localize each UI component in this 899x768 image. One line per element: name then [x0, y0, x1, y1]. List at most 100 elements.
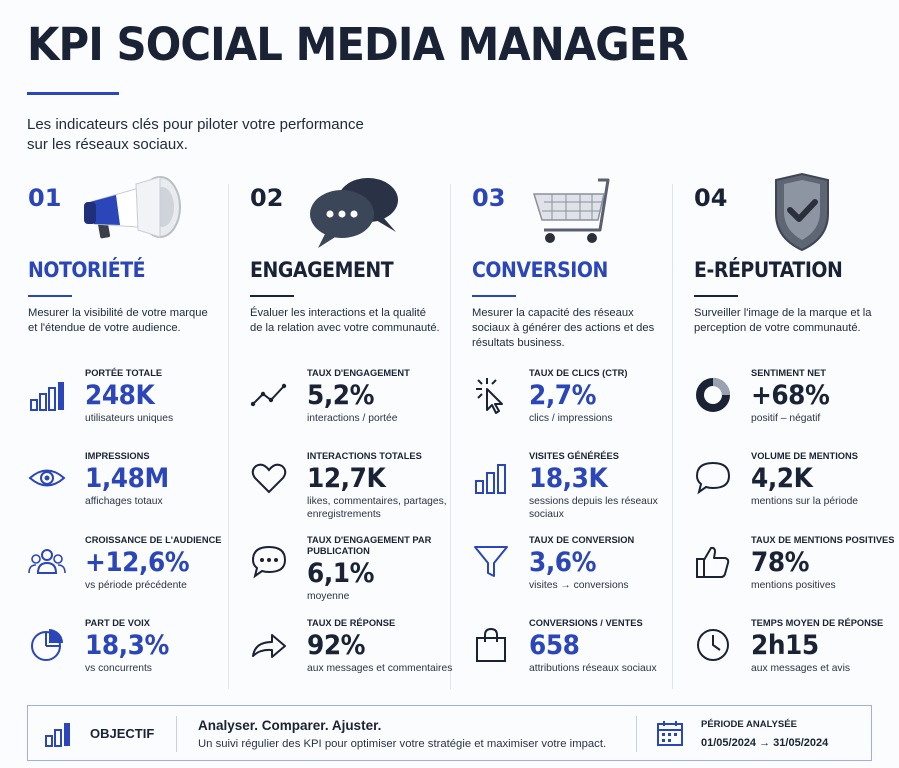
kpi-sub: mentions positives — [751, 580, 836, 591]
clock-icon — [697, 629, 729, 661]
kpi-label: TAUX D'ENGAGEMENT PAR PUBLICATION — [307, 535, 432, 556]
subtitle-line-1: Les indicateurs clés pour piloter votre … — [27, 116, 364, 133]
kpi-label: IMPRESSIONS — [85, 451, 150, 461]
kpi-sub: aux messages et commentaires — [307, 663, 453, 674]
kpi-sub: mentions sur la période — [751, 496, 859, 507]
footer-tagline: Analyser. Comparer. Ajuster. — [198, 718, 382, 733]
chat-bubbles-icon — [310, 178, 398, 248]
footer-divider — [176, 716, 177, 752]
footer-banner: OBJECTIF Analyser. Comparer. Ajuster. Un… — [27, 705, 872, 761]
kpi-value: 12,7K — [307, 463, 386, 494]
kpi-value: 658 — [529, 630, 580, 661]
calendar-icon — [657, 721, 683, 746]
column-underline — [250, 295, 294, 297]
kpi-label: TEMPS MOYEN DE RÉPONSE — [751, 618, 884, 628]
column-number: 02 — [250, 184, 284, 212]
kpi-sub: attributions réseaux sociaux — [529, 663, 657, 674]
kpi-value: 2h15 — [751, 630, 819, 661]
column-underline — [472, 295, 516, 297]
column-conversion: 03 CONVERSION Mesurer la capacité des ré… — [450, 172, 672, 692]
column-description: Évaluer les interactions et la qualité d… — [250, 307, 440, 334]
shopping-cart-icon — [532, 178, 610, 243]
kpi-value: 4,2K — [751, 463, 813, 494]
kpi-label: CONVERSIONS / VENTES — [529, 618, 643, 628]
kpi-value: 6,1% — [307, 558, 375, 589]
subtitle-line-2: sur les réseaux sociaux. — [27, 136, 188, 153]
kpi-label: SENTIMENT NET — [751, 368, 826, 378]
megaphone-icon — [84, 176, 181, 239]
speech-bubble-icon — [251, 545, 287, 579]
column-number: 01 — [28, 184, 62, 212]
column-title: E-RÉPUTATION — [694, 258, 843, 282]
column-divider — [450, 184, 451, 689]
period-value: 01/05/2024 → 31/05/2024 — [701, 737, 829, 749]
column-divider — [228, 184, 229, 689]
shield-check-icon — [775, 172, 829, 252]
kpi-sub: moyenne — [307, 591, 350, 602]
kpi-sub: sessions depuis les réseaux sociaux — [529, 496, 658, 520]
column-number: 03 — [472, 184, 506, 212]
donut-chart-icon — [696, 378, 730, 412]
kpi-label: TAUX DE CONVERSION — [529, 535, 635, 545]
bar-chart-icon — [30, 382, 64, 411]
kpi-sub: interactions / portée — [307, 413, 398, 424]
kpi-label: TAUX DE RÉPONSE — [307, 618, 396, 628]
kpi-value: 248K — [85, 380, 155, 411]
cursor-click-icon — [476, 378, 503, 414]
kpi-value: 1,48M — [85, 463, 169, 494]
kpi-value: 78% — [751, 547, 810, 578]
footer-tagline-sub: Un suivi régulier des KPI pour optimiser… — [198, 738, 607, 750]
column-engagement: 02 ENGAGEMENT Évaluer les interactions e… — [228, 172, 452, 692]
kpi-sub: affichages totaux — [85, 496, 163, 507]
kpi-value: +68% — [751, 380, 830, 411]
bar-chart-icon — [45, 723, 70, 747]
column-description: Mesurer la capacité des réseaux sociaux … — [472, 307, 655, 349]
title-underline — [27, 92, 119, 95]
kpi-sub: vs période précédente — [85, 580, 187, 591]
kpi-sub: visites → conversions — [529, 580, 629, 591]
thumbs-up-icon — [696, 546, 730, 578]
kpi-sub: utilisateurs uniques — [85, 413, 174, 424]
eye-icon — [28, 469, 66, 487]
kpi-label: VISITES GÉNÉRÉES — [529, 451, 619, 461]
kpi-value: 92% — [307, 630, 366, 661]
speech-bubble-icon — [695, 461, 731, 495]
footer-divider — [636, 716, 637, 752]
column-number: 04 — [694, 184, 728, 212]
kpi-label: PORTÉE TOTALE — [85, 368, 163, 378]
kpi-sub: likes, commentaires, partages, enregistr… — [307, 496, 447, 520]
kpi-label: TAUX D'ENGAGEMENT — [307, 368, 410, 378]
column-title: CONVERSION — [472, 258, 608, 282]
column-e-reputation: 04 E-RÉPUTATION Surveiller l'image de la… — [672, 172, 894, 692]
kpi-value: 2,7% — [529, 380, 597, 411]
column-divider — [672, 184, 673, 689]
page-subtitle: Les indicateurs clés pour piloter votre … — [27, 115, 387, 155]
bar-chart-icon — [475, 464, 506, 494]
column-notoriete: 01 NOTORIÉTÉ Mesurer la visibilité de vo… — [6, 172, 228, 692]
kpi-label: PART DE VOIX — [85, 618, 150, 628]
heart-icon — [251, 463, 287, 494]
column-title: ENGAGEMENT — [250, 258, 394, 282]
kpi-label: TAUX DE CLICS (CTR) — [529, 368, 628, 378]
column-underline — [28, 295, 72, 297]
kpi-label: INTERACTIONS TOTALES — [307, 451, 422, 461]
kpi-value: 18,3% — [85, 630, 169, 661]
shopping-bag-icon — [476, 627, 506, 662]
pie-chart-icon — [31, 629, 63, 661]
kpi-sub: clics / impressions — [529, 413, 613, 424]
kpi-value: +12,6% — [85, 547, 190, 578]
kpi-sub: vs concurrents — [85, 663, 152, 674]
kpi-value: 18,3K — [529, 463, 608, 494]
kpi-sub: aux messages et avis — [751, 663, 851, 674]
kpi-value: 5,2% — [307, 380, 375, 411]
kpi-sub: positif – négatif — [751, 413, 821, 424]
page-title: KPI SOCIAL MEDIA MANAGER — [27, 18, 689, 71]
column-description: Surveiller l'image de la marque et la pe… — [694, 307, 872, 334]
kpi-value: 3,6% — [529, 547, 597, 578]
trend-line-icon — [250, 383, 287, 407]
column-description: Mesurer la visibilité de votre marque et… — [28, 307, 208, 334]
column-title: NOTORIÉTÉ — [28, 258, 146, 282]
funnel-icon — [474, 546, 508, 577]
kpi-label: TAUX DE MENTIONS POSITIVES — [751, 535, 895, 545]
kpi-label: CROISSANCE DE L'AUDIENCE — [85, 535, 222, 545]
